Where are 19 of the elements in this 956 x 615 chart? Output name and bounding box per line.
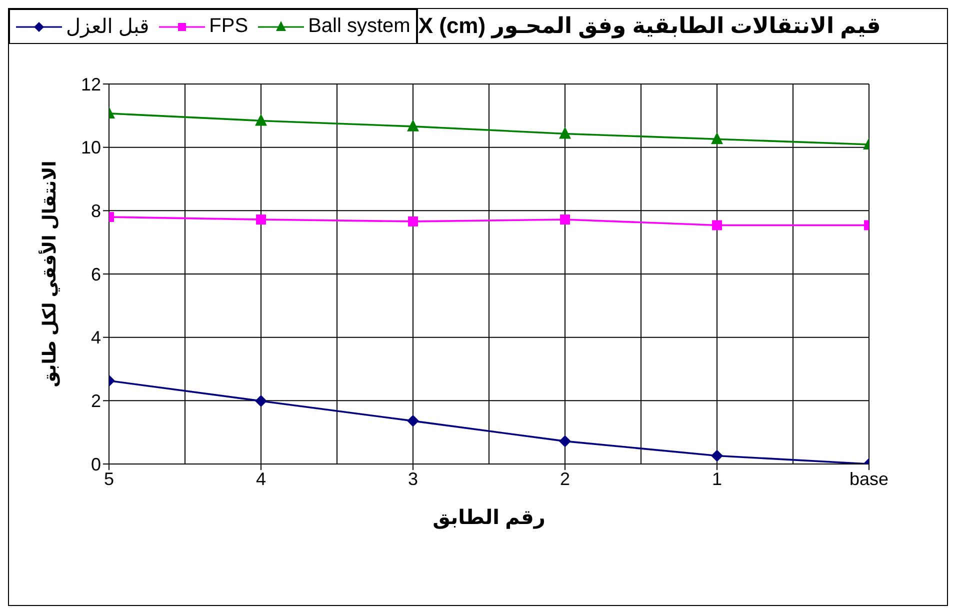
y-tick-label: 2 xyxy=(90,391,101,412)
y-tick-label: 0 xyxy=(90,454,101,474)
x-tick-label: 4 xyxy=(256,468,266,489)
y-tick-label: 4 xyxy=(90,328,101,348)
y-tick-label: 6 xyxy=(90,264,101,284)
x-tick-label: 1 xyxy=(712,468,722,489)
y-tick-label: 12 xyxy=(80,74,101,94)
chart-title: قيم الانتقالات الطابقية وفق المحـور X (cm) xyxy=(418,13,881,39)
y-tick-label: 10 xyxy=(80,138,101,158)
y-axis-title: الانتقال الأفقي لكل طابق xyxy=(38,160,60,388)
legend-label: قبل العزل xyxy=(66,15,150,39)
x-tick-label: 5 xyxy=(104,468,114,489)
y-tick-label: 8 xyxy=(90,201,101,222)
x-tick-label: 2 xyxy=(560,468,570,489)
legend-label: Ball system xyxy=(308,15,410,38)
legend-label: FPS xyxy=(209,15,248,38)
x-axis-title: رقم الطابق xyxy=(432,507,546,529)
x-tick-label: 3 xyxy=(408,468,418,489)
x-tick-label: base xyxy=(849,468,889,489)
